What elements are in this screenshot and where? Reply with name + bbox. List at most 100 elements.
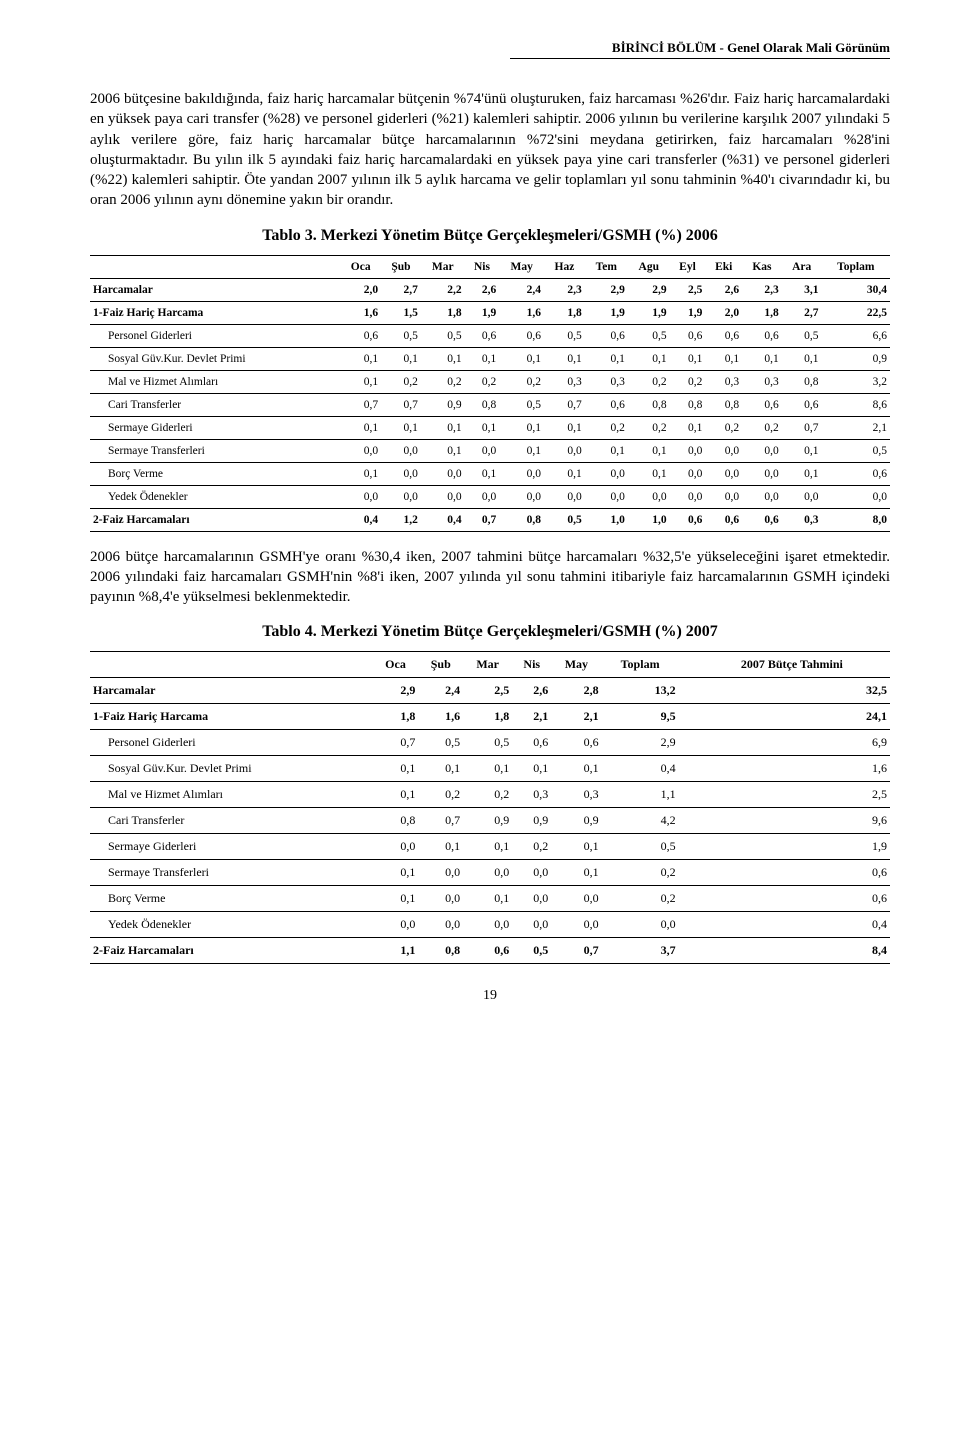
table-cell: 0,2 <box>628 370 670 393</box>
table-col-header: Oca <box>373 652 419 678</box>
table-cell: 0,0 <box>499 485 544 508</box>
table-cell: 0,0 <box>373 912 419 938</box>
table-cell: 2,6 <box>705 278 742 301</box>
table-row-label: Cari Transferler <box>90 808 373 834</box>
table-cell: 3,7 <box>602 938 679 964</box>
table-cell: 0,6 <box>679 860 890 886</box>
table-cell: 0,9 <box>822 347 890 370</box>
table-cell: 0,2 <box>465 370 500 393</box>
table-row-label: Sermaye Transferleri <box>90 439 340 462</box>
table-cell: 0,0 <box>340 485 381 508</box>
table-cell: 0,0 <box>782 485 822 508</box>
table-cell: 8,6 <box>822 393 890 416</box>
table-cell: 0,2 <box>705 416 742 439</box>
table-cell: 0,7 <box>340 393 381 416</box>
table-cell: 0,6 <box>465 324 500 347</box>
table-cell: 6,6 <box>822 324 890 347</box>
table-cell: 2,5 <box>670 278 706 301</box>
table-cell: 9,5 <box>602 704 679 730</box>
table-3-caption: Tablo 3. Merkezi Yönetim Bütçe Gerçekleş… <box>90 227 890 245</box>
table-col-header: Şub <box>418 652 463 678</box>
table-row-label: Sosyal Güv.Kur. Devlet Primi <box>90 756 373 782</box>
table-cell: 0,6 <box>742 508 782 531</box>
table-cell: 8,0 <box>822 508 890 531</box>
table-cell: 9,6 <box>679 808 890 834</box>
table-cell: 0,3 <box>512 782 551 808</box>
page-number: 19 <box>90 988 890 1004</box>
table-row-label: Sermaye Transferleri <box>90 860 373 886</box>
table-row: Borç Verme0,10,00,00,10,00,10,00,10,00,0… <box>90 462 890 485</box>
table-row: Personel Giderleri0,70,50,50,60,62,96,9 <box>90 730 890 756</box>
table-cell: 0,0 <box>551 912 601 938</box>
table-cell: 0,1 <box>465 347 500 370</box>
table-cell: 0,0 <box>670 462 706 485</box>
table-col-header: 2007 Bütçe Tahmini <box>679 652 890 678</box>
table-cell: 0,5 <box>544 508 585 531</box>
table-row: 2-Faiz Harcamaları1,10,80,60,50,73,78,4 <box>90 938 890 964</box>
table-cell: 0,1 <box>544 462 585 485</box>
table-cell: 0,7 <box>381 393 421 416</box>
table-cell: 0,1 <box>373 860 419 886</box>
table-cell: 1,0 <box>585 508 628 531</box>
page-section-header: BİRİNCİ BÖLÜM - Genel Olarak Mali Görünü… <box>510 40 890 59</box>
table-row: Cari Transferler0,80,70,90,90,94,29,6 <box>90 808 890 834</box>
table-cell: 0,2 <box>512 834 551 860</box>
table-cell: 0,3 <box>782 508 822 531</box>
table-cell: 0,6 <box>742 393 782 416</box>
table-cell: 0,1 <box>340 462 381 485</box>
table-cell: 0,0 <box>822 485 890 508</box>
table-cell: 2,3 <box>742 278 782 301</box>
table-cell: 0,0 <box>670 485 706 508</box>
table-cell: 2,5 <box>679 782 890 808</box>
table-cell: 0,6 <box>499 324 544 347</box>
table-cell: 0,1 <box>628 347 670 370</box>
table-cell: 0,5 <box>381 324 421 347</box>
table-col-header: Mar <box>421 255 465 278</box>
table-cell: 0,2 <box>463 782 512 808</box>
table-col-header: Eyl <box>670 255 706 278</box>
table-row: Sermaye Transferleri0,00,00,10,00,10,00,… <box>90 439 890 462</box>
table-cell: 0,1 <box>463 886 512 912</box>
table-cell: 0,3 <box>742 370 782 393</box>
table-cell: 0,1 <box>670 347 706 370</box>
table-cell: 2,9 <box>602 730 679 756</box>
table-cell: 0,7 <box>418 808 463 834</box>
table-cell: 1,8 <box>544 301 585 324</box>
table-col-header: Haz <box>544 255 585 278</box>
table-cell: 0,0 <box>544 439 585 462</box>
table-cell: 0,0 <box>463 912 512 938</box>
table-row-label: Mal ve Hizmet Alımları <box>90 782 373 808</box>
table-cell: 3,1 <box>782 278 822 301</box>
table-cell: 0,1 <box>499 347 544 370</box>
table-cell: 0,8 <box>465 393 500 416</box>
table-cell: 0,0 <box>381 462 421 485</box>
table-col-header: Nis <box>512 652 551 678</box>
table-cell: 6,9 <box>679 730 890 756</box>
table-cell: 0,6 <box>742 324 782 347</box>
table-cell: 0,1 <box>465 416 500 439</box>
table-row: Borç Verme0,10,00,10,00,00,20,6 <box>90 886 890 912</box>
table-cell: 0,3 <box>705 370 742 393</box>
table-cell: 30,4 <box>822 278 890 301</box>
table-cell: 22,5 <box>822 301 890 324</box>
table-cell: 2,7 <box>782 301 822 324</box>
table-cell: 0,8 <box>782 370 822 393</box>
table-cell: 0,6 <box>679 886 890 912</box>
table-cell: 1,9 <box>465 301 500 324</box>
table-row-label: 1-Faiz Hariç Harcama <box>90 704 373 730</box>
table-cell: 0,1 <box>340 370 381 393</box>
table-row-label: Sermaye Giderleri <box>90 834 373 860</box>
table-cell: 0,1 <box>373 886 419 912</box>
table-cell: 0,6 <box>705 508 742 531</box>
table-cell: 0,0 <box>628 485 670 508</box>
table-cell: 1,6 <box>499 301 544 324</box>
table-cell: 2,6 <box>512 678 551 704</box>
paragraph-2: 2006 bütçe harcamalarının GSMH'ye oranı … <box>90 547 890 608</box>
table-cell: 0,0 <box>670 439 706 462</box>
table-cell: 0,1 <box>585 347 628 370</box>
table-cell: 0,0 <box>742 462 782 485</box>
table-cell: 0,1 <box>340 347 381 370</box>
table-col-header: Mar <box>463 652 512 678</box>
table-cell: 1,1 <box>373 938 419 964</box>
table-cell: 0,8 <box>499 508 544 531</box>
